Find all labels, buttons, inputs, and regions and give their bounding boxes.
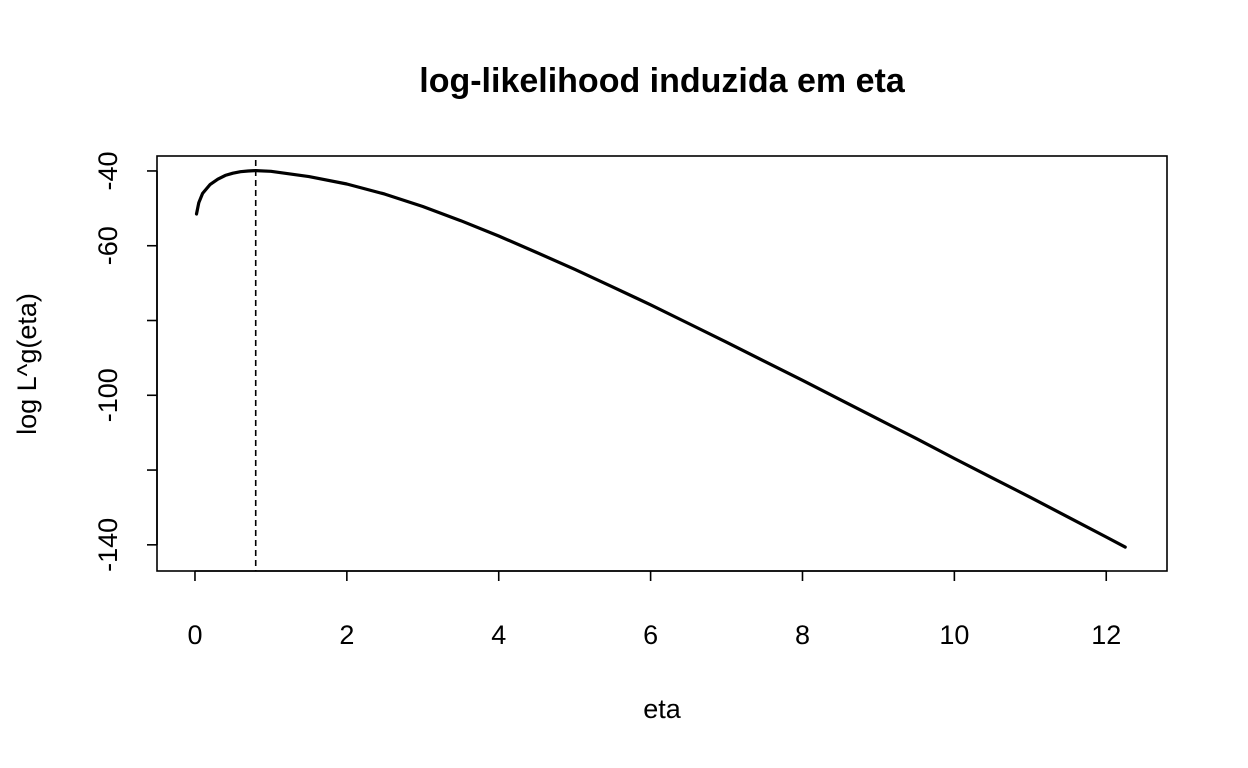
y-tick-label: -140: [93, 518, 123, 572]
y-axis-label: log L^g(eta): [12, 293, 42, 435]
y-tick-label: -40: [93, 151, 123, 190]
x-axis-label: eta: [643, 694, 682, 724]
y-axis: -40 -60 -100 -140: [93, 151, 158, 572]
chart-title: log-likelihood induzida em eta: [419, 62, 906, 100]
x-tick-label: 6: [643, 620, 658, 650]
x-tick-label: 10: [939, 620, 969, 650]
y-tick-label: -60: [93, 226, 123, 265]
y-tick-label: -100: [93, 368, 123, 422]
x-tick-label: 8: [795, 620, 810, 650]
x-tick-label: 12: [1091, 620, 1121, 650]
x-tick-label: 0: [187, 620, 202, 650]
plot-frame: [156, 155, 1168, 572]
x-axis: 0 2 4 6 8 10 12: [187, 570, 1121, 650]
x-tick-label: 4: [491, 620, 506, 650]
series-layer: [194, 160, 1127, 571]
x-tick-label: 2: [339, 620, 354, 650]
series-line: [194, 169, 1127, 549]
